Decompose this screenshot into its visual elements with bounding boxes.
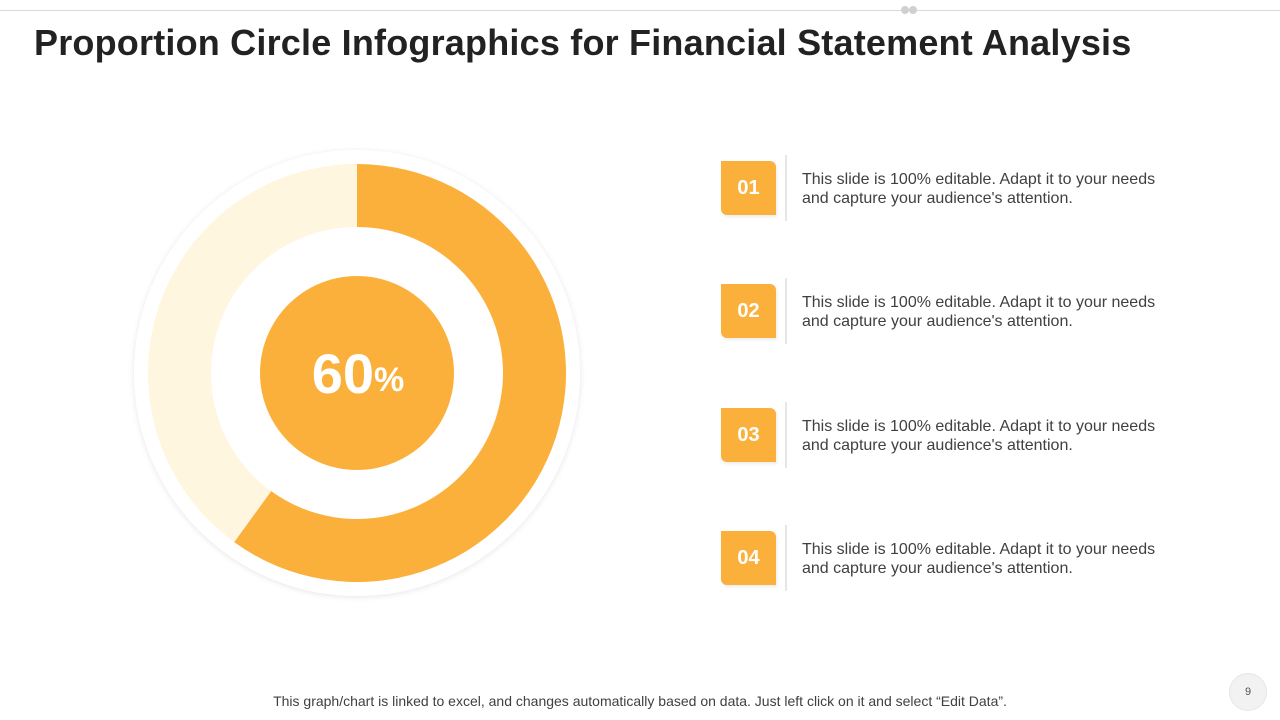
top-divider	[0, 10, 1280, 11]
list-item-1: 01 This slide is 100% editable. Adapt it…	[721, 155, 1181, 241]
item-divider	[785, 278, 787, 344]
item-description: This slide is 100% editable. Adapt it to…	[802, 294, 1156, 330]
number-badge: 01	[721, 161, 776, 215]
center-value: 60	[311, 342, 375, 405]
item-description: This slide is 100% editable. Adapt it to…	[802, 418, 1156, 454]
item-description: This slide is 100% editable. Adapt it to…	[802, 541, 1156, 577]
center-unit: %	[374, 361, 405, 399]
slide-indicator-dots	[901, 5, 919, 15]
number-badge: 02	[721, 284, 776, 338]
number-badge: 04	[721, 531, 776, 585]
item-divider	[785, 155, 787, 221]
footer-note: This graph/chart is linked to excel, and…	[273, 693, 1007, 709]
item-divider	[785, 525, 787, 591]
list-item-4: 04 This slide is 100% editable. Adapt it…	[721, 525, 1181, 611]
list-item-2: 02 This slide is 100% editable. Adapt it…	[721, 278, 1181, 364]
page-title: Proportion Circle Infographics for Finan…	[34, 22, 1132, 63]
page-number-badge: 9	[1229, 673, 1267, 711]
indicator-dot	[901, 6, 909, 14]
number-badge: 03	[721, 408, 776, 462]
center-value-label: 60 %	[260, 276, 456, 472]
indicator-dot	[909, 6, 917, 14]
item-description: This slide is 100% editable. Adapt it to…	[802, 171, 1156, 207]
item-divider	[785, 402, 787, 468]
list-item-3: 03 This slide is 100% editable. Adapt it…	[721, 402, 1181, 488]
